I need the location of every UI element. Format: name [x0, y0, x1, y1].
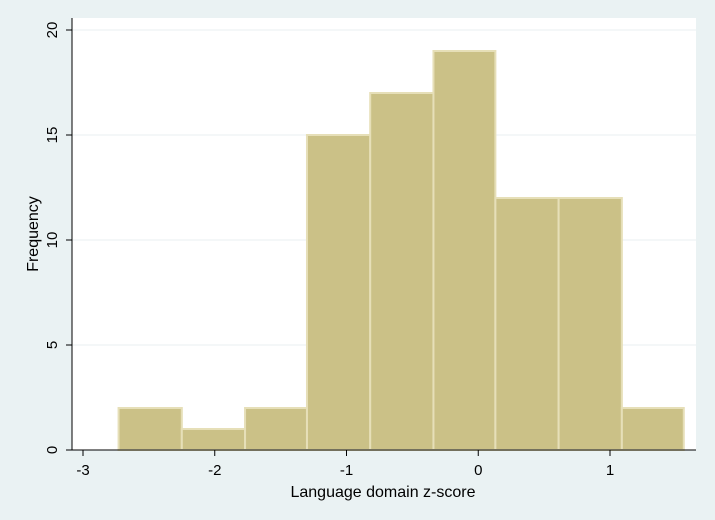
histogram-bar — [557, 197, 623, 451]
y-tick-label: 10 — [44, 232, 61, 249]
x-tick-label: -1 — [340, 462, 353, 479]
histogram-bar — [494, 197, 560, 451]
y-tick-label: 5 — [44, 341, 61, 349]
x-tick-label: 0 — [474, 462, 482, 479]
y-tick-label: 20 — [44, 22, 61, 39]
histogram-bar — [117, 407, 183, 451]
histogram-bar — [180, 428, 247, 451]
x-tick-label: -2 — [208, 462, 221, 479]
x-tick-label: 1 — [606, 462, 614, 479]
x-axis-title: Language domain z-score — [290, 484, 475, 501]
y-tick-label: 0 — [44, 446, 61, 454]
histogram-bar — [620, 407, 685, 451]
histogram-bar — [244, 407, 308, 451]
histogram-bar — [305, 134, 372, 451]
y-axis-title: Frequency — [25, 196, 42, 272]
y-tick-label: 15 — [44, 127, 61, 144]
histogram-bar — [432, 50, 497, 451]
histogram-bar — [369, 92, 435, 451]
x-tick-label: -3 — [76, 462, 89, 479]
